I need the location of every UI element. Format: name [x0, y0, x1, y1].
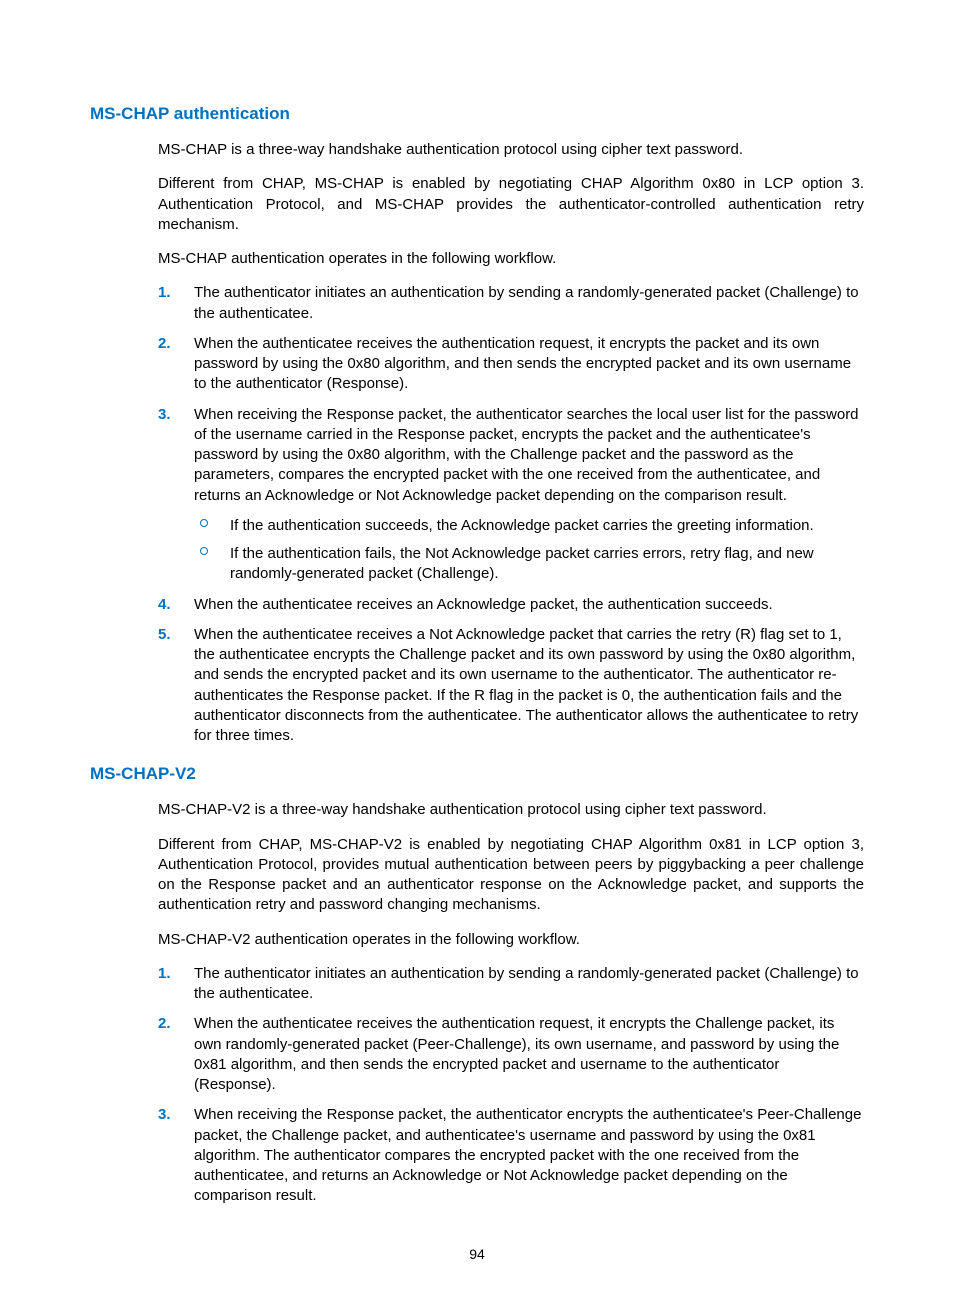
list-text: When the authenticatee receives an Ackno… — [194, 596, 773, 613]
list-number: 1. — [158, 283, 178, 303]
list-number: 2. — [158, 1014, 178, 1034]
list-item: 3. When receiving the Response packet, t… — [158, 405, 864, 585]
list-text: The authenticator initiates an authentic… — [194, 284, 859, 321]
page-body: MS-CHAP authentication MS-CHAP is a thre… — [0, 0, 954, 1296]
ordered-list-ms-chap: 1. The authenticator initiates an authen… — [158, 283, 864, 746]
sub-list: If the authentication succeeds, the Ackn… — [194, 516, 864, 585]
list-text: When receiving the Response packet, the … — [194, 406, 859, 504]
paragraph: MS-CHAP authentication operates in the f… — [158, 249, 864, 269]
list-number: 5. — [158, 625, 178, 645]
paragraph: Different from CHAP, MS-CHAP is enabled … — [158, 174, 864, 235]
list-item: 1. The authenticator initiates an authen… — [158, 283, 864, 324]
list-text: When the authenticatee receives the auth… — [194, 335, 851, 393]
list-number: 2. — [158, 334, 178, 354]
sub-list-text: If the authentication succeeds, the Ackn… — [230, 517, 814, 534]
list-item: 2. When the authenticatee receives the a… — [158, 1014, 864, 1095]
list-item: 2. When the authenticatee receives the a… — [158, 334, 864, 395]
list-text: The authenticator initiates an authentic… — [194, 965, 859, 1002]
paragraph: MS-CHAP-V2 authentication operates in th… — [158, 930, 864, 950]
list-text: When receiving the Response packet, the … — [194, 1106, 861, 1204]
sub-list-item: If the authentication succeeds, the Ackn… — [194, 516, 864, 536]
list-number: 3. — [158, 405, 178, 425]
paragraph: Different from CHAP, MS-CHAP-V2 is enabl… — [158, 835, 864, 916]
page-number: 94 — [0, 1246, 954, 1262]
list-number: 3. — [158, 1105, 178, 1125]
list-item: 1. The authenticator initiates an authen… — [158, 964, 864, 1005]
heading-ms-chap: MS-CHAP authentication — [90, 104, 864, 124]
circle-bullet-icon — [200, 519, 208, 527]
paragraph: MS-CHAP is a three-way handshake authent… — [158, 140, 864, 160]
list-text: When the authenticatee receives the auth… — [194, 1015, 839, 1093]
paragraph: MS-CHAP-V2 is a three-way handshake auth… — [158, 800, 864, 820]
list-item: 3. When receiving the Response packet, t… — [158, 1105, 864, 1206]
list-item: 5. When the authenticatee receives a Not… — [158, 625, 864, 747]
list-number: 1. — [158, 964, 178, 984]
list-number: 4. — [158, 595, 178, 615]
sub-list-item: If the authentication fails, the Not Ack… — [194, 544, 864, 585]
sub-list-text: If the authentication fails, the Not Ack… — [230, 545, 814, 582]
list-text: When the authenticatee receives a Not Ac… — [194, 626, 858, 744]
list-item: 4. When the authenticatee receives an Ac… — [158, 595, 864, 615]
ordered-list-ms-chap-v2: 1. The authenticator initiates an authen… — [158, 964, 864, 1207]
circle-bullet-icon — [200, 547, 208, 555]
heading-ms-chap-v2: MS-CHAP-V2 — [90, 764, 864, 784]
